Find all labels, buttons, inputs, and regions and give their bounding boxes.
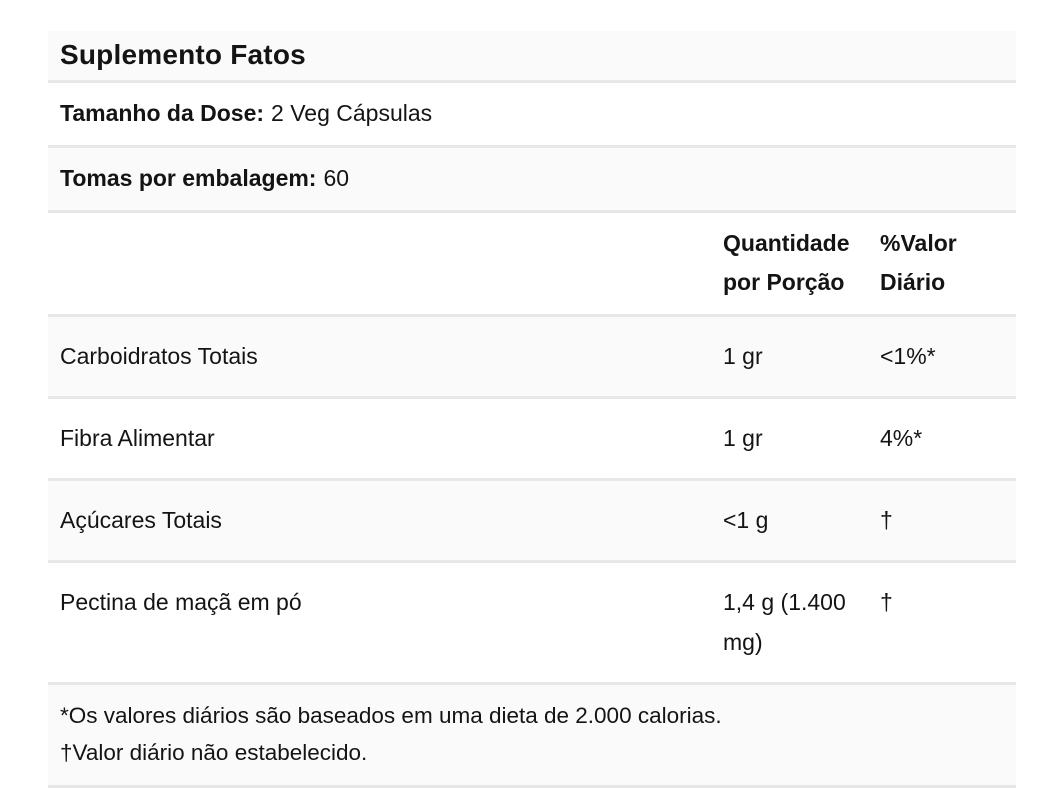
nutrient-name: Fibra Alimentar <box>60 425 215 451</box>
nutrient-name: Carboidratos Totais <box>60 343 258 369</box>
table-row: Carboidratos Totais 1 gr <1%* <box>48 317 1016 399</box>
serving-size-row: Tamanho da Dose: 2 Veg Cápsulas <box>48 83 1016 148</box>
amount-column-header: Quantidade por Porção <box>723 230 850 295</box>
servings-per-container-value: 60 <box>323 165 350 191</box>
column-header-row: Quantidade por Porção %Valor Diário <box>48 213 1016 317</box>
nutrient-amount: 1 gr <box>723 425 763 451</box>
servings-per-container-row: Tomas por embalagem: 60 <box>48 148 1016 213</box>
table-title: Suplemento Fatos <box>48 31 1016 83</box>
nutrient-name: Pectina de maçã em pó <box>60 589 302 615</box>
footnote-not-established: †Valor diário não estabelecido. <box>60 740 368 765</box>
nutrient-daily-value: † <box>880 589 893 615</box>
nutrient-amount: 1 gr <box>723 343 763 369</box>
table-row: Pectina de maçã em pó 1,4 g (1.400 mg) † <box>48 563 1016 685</box>
supplement-facts-table: Suplemento Fatos Tamanho da Dose: 2 Veg C… <box>48 31 1016 788</box>
nutrient-daily-value: <1%* <box>880 343 936 369</box>
daily-value-column-header: %Valor Diário <box>880 230 957 295</box>
footnotes: *Os valores diários são baseados em uma … <box>48 685 1016 788</box>
nutrient-amount: 1,4 g (1.400 mg) <box>723 589 846 655</box>
nutrient-amount: <1 g <box>723 507 769 533</box>
table-row: Açúcares Totais <1 g † <box>48 481 1016 563</box>
servings-per-container-label: Tomas por embalagem: <box>60 165 317 191</box>
nutrient-name: Açúcares Totais <box>60 507 222 533</box>
nutrient-daily-value: † <box>880 507 893 533</box>
serving-size-label: Tamanho da Dose: <box>60 100 265 126</box>
serving-size-value: 2 Veg Cápsulas <box>271 100 433 126</box>
footnote-daily-values: *Os valores diários são baseados em uma … <box>60 703 722 728</box>
nutrient-daily-value: 4%* <box>880 425 923 451</box>
table-row: Fibra Alimentar 1 gr 4%* <box>48 399 1016 481</box>
